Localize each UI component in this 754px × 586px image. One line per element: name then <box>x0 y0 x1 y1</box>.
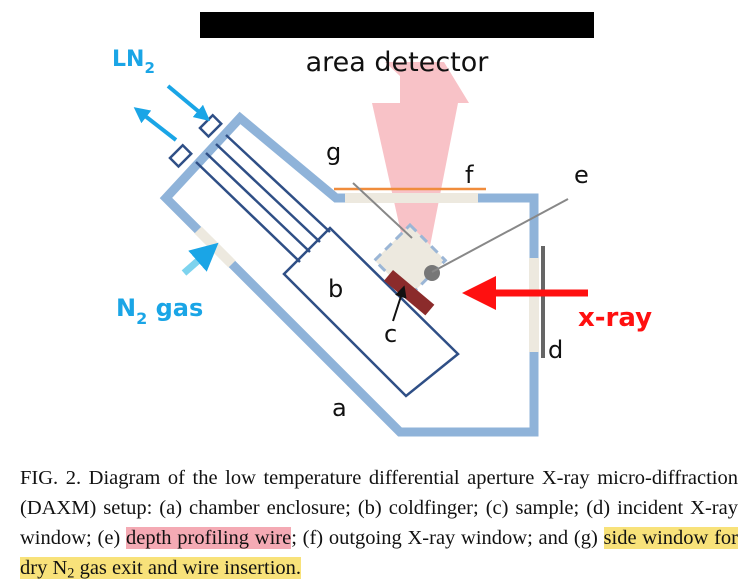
area-detector-label: area detector <box>306 47 490 78</box>
n2-gas-label: N2 gas <box>116 294 203 328</box>
leader-c <box>392 285 407 322</box>
caption-middle: ; (f) outgoing X-ray window; and (g) <box>291 527 604 549</box>
sample <box>384 270 435 316</box>
depth-profiling-wire <box>424 265 440 281</box>
figure-caption: FIG. 2. Diagram of the low temperature d… <box>20 463 738 583</box>
label-d: d <box>548 336 563 364</box>
caption-prefix: FIG. 2. Diagram of the low temperature d… <box>20 467 738 549</box>
caption-highlight-wire: depth profiling wire <box>126 527 292 549</box>
label-g: g <box>326 138 341 166</box>
ln2-label: LN2 <box>112 47 155 77</box>
ln2-in-arrow <box>166 84 211 122</box>
xray-label: x-ray <box>578 303 652 333</box>
leader-g <box>352 182 413 239</box>
label-f: f <box>465 161 474 189</box>
coldfinger <box>168 113 460 398</box>
incident-xray-arrow <box>462 276 588 310</box>
diffracted-beam <box>372 62 469 282</box>
chamber-enclosure <box>159 111 539 437</box>
label-c: c <box>384 320 397 348</box>
n2-gas-arrow <box>181 242 219 276</box>
label-a: a <box>332 394 347 422</box>
ln2-out-arrow <box>133 107 178 142</box>
area-detector-bar <box>200 12 594 38</box>
label-e: e <box>574 161 589 189</box>
leader-e <box>431 198 569 273</box>
label-b: b <box>328 275 343 303</box>
